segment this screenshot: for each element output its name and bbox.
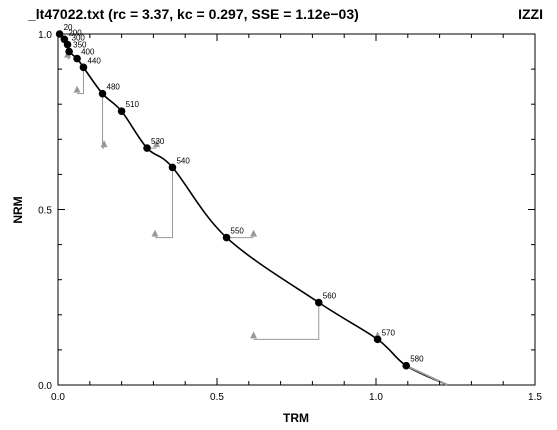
x-tick-label: 0.0 (51, 392, 65, 403)
ptrm-check-line (77, 67, 84, 95)
data-point-label: 20 (64, 23, 73, 32)
x-axis-label: TRM (283, 411, 309, 425)
chart-title: _lt47022.txt (rc = 3.37, kc = 0.297, SSE… (27, 6, 359, 22)
x-tick-label: 0.5 (210, 392, 224, 403)
data-point (168, 163, 177, 172)
ptrm-check-marker (153, 140, 161, 148)
data-point-label: 300 (72, 34, 86, 43)
data-point-label: 440 (87, 56, 101, 65)
data-point (55, 30, 64, 38)
data-point (63, 40, 72, 49)
ptrm-check-marker (100, 140, 108, 148)
data-point-label: 510 (126, 100, 140, 109)
fit-curve-tail (405, 364, 448, 386)
data-point (143, 144, 151, 152)
data-point-label: 570 (382, 328, 396, 337)
ptrm-check-marker (73, 85, 81, 93)
y-tick-label: 0.5 (38, 206, 52, 217)
ptrm-check-line (253, 302, 320, 340)
data-point-label: 540 (176, 156, 190, 165)
data-point-label: 350 (73, 41, 87, 50)
ptrm-check-layer (64, 50, 382, 340)
data-point-label: 530 (151, 137, 165, 146)
y-tick-label: 1.0 (38, 30, 52, 41)
data-point (117, 107, 126, 116)
data-point-label: 480 (107, 83, 121, 92)
data-point (98, 89, 107, 98)
ptrm-check-line (154, 167, 173, 239)
data-point-label: 550 (231, 227, 245, 236)
ticks-layer: 0.0 0.5 1.0 1.5 0.0 0.5 1.0 (38, 30, 542, 403)
data-point-label: 400 (81, 48, 95, 57)
y-axis-label: NRM (11, 196, 25, 223)
x-tick-label: 1.0 (369, 392, 383, 403)
chart-tag: IZZI (518, 6, 543, 22)
plot-frame (57, 33, 536, 386)
ptrm-check-marker (250, 229, 258, 237)
data-point-label: 580 (410, 355, 424, 364)
data-point (402, 361, 411, 370)
data-point (222, 233, 231, 242)
data-point-label: 560 (323, 292, 337, 301)
data-point (73, 54, 81, 63)
data-point-label: 200 (68, 28, 82, 37)
data-point (65, 47, 73, 56)
ptrm-check-line (102, 93, 105, 149)
y-tick-label: 0.0 (38, 381, 52, 392)
x-tick-label: 1.5 (528, 392, 542, 403)
data-point (373, 335, 382, 344)
data-point (314, 298, 323, 307)
data-point (79, 63, 88, 72)
ptrm-check-marker (250, 331, 258, 339)
ptrm-check-marker (151, 229, 159, 237)
